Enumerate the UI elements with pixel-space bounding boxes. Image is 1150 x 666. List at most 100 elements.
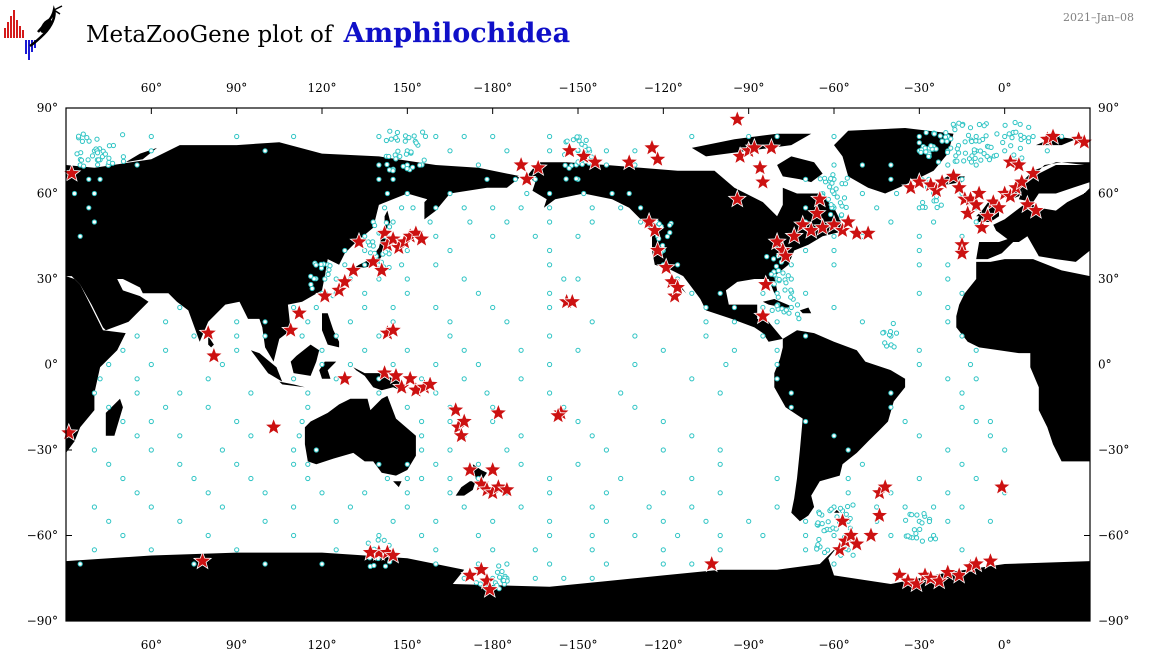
sample-station (547, 532, 553, 539)
sample-station (828, 176, 834, 182)
sample-station (575, 418, 581, 425)
sample-station (262, 148, 268, 154)
sample-station (305, 319, 311, 325)
sample-station (547, 561, 553, 567)
sample-station (575, 276, 581, 282)
sample-station (390, 219, 396, 225)
sample-station (959, 290, 965, 296)
bottom-tick-label: 0° (998, 638, 1012, 652)
sample-station (399, 205, 405, 211)
detections (59, 109, 1094, 598)
sample-station (1009, 135, 1015, 141)
sample-station (945, 518, 951, 524)
sample-station (518, 461, 524, 467)
sample-station (234, 319, 240, 325)
top-tick-label: −30° (904, 81, 935, 95)
sample-station (447, 490, 453, 496)
top-tick-label: −60° (818, 81, 849, 95)
sample-station (887, 329, 894, 335)
sample-station (120, 532, 126, 539)
sample-station (935, 159, 942, 165)
sample-station (461, 376, 467, 382)
sample-station (191, 475, 197, 482)
sample-station (803, 290, 809, 296)
detection-star (488, 476, 508, 496)
sample-station (484, 390, 490, 396)
bottom-tick-label: −120° (644, 638, 683, 652)
detection-star (858, 223, 878, 242)
sample-station (447, 333, 453, 339)
sample-station (1012, 119, 1018, 126)
sample-station (262, 518, 268, 524)
sample-station (296, 433, 302, 439)
sample-station (97, 376, 103, 382)
sample-station (890, 320, 896, 327)
sample-station (400, 163, 406, 169)
left-tick-label: −60° (27, 529, 58, 543)
detection-star (454, 411, 474, 430)
sample-station (134, 333, 140, 339)
sample-station (382, 205, 388, 211)
sample-station (803, 418, 809, 425)
sample-station (461, 205, 467, 211)
sample-station (447, 190, 453, 197)
sample-station (794, 311, 801, 317)
sample-station (177, 433, 183, 439)
sample-station (327, 263, 333, 269)
detection-star (909, 171, 929, 191)
detection-star (776, 246, 796, 265)
sample-station (504, 219, 510, 225)
sample-station (618, 475, 624, 482)
sample-station (717, 461, 723, 467)
sample-station (902, 418, 908, 425)
sample-station (362, 247, 368, 254)
sample-station (589, 433, 595, 439)
sample-station (825, 519, 831, 525)
sample-station (891, 344, 897, 350)
sample-station (920, 199, 926, 206)
sample-station (262, 561, 268, 567)
sample-station (362, 490, 368, 496)
sample-station (815, 542, 821, 548)
sample-station (859, 319, 866, 325)
sample-station (1030, 133, 1036, 140)
sample-station (775, 294, 781, 300)
sample-station (1026, 124, 1032, 130)
detection-star (1074, 132, 1094, 151)
sample-station (148, 418, 154, 425)
sample-station (972, 155, 978, 161)
sample-station (667, 222, 673, 228)
sample-station (953, 153, 959, 159)
sample-station (959, 404, 965, 410)
detection-star (969, 183, 989, 202)
sample-station (831, 304, 837, 311)
sample-station (524, 190, 530, 197)
sample-station (785, 273, 791, 279)
sample-station (376, 276, 382, 282)
sample-station (102, 151, 109, 157)
sample-station (788, 304, 794, 311)
sample-station (888, 532, 894, 539)
sample-station (177, 518, 183, 524)
sample-station (981, 151, 987, 157)
sample-station (962, 139, 968, 145)
sample-station (376, 461, 382, 467)
sample-station (794, 302, 801, 308)
sample-station (660, 561, 666, 567)
sample-station (914, 535, 920, 541)
sample-station (319, 361, 325, 368)
sample-station (816, 536, 822, 543)
sample-station (512, 176, 519, 182)
detection-star (374, 362, 395, 382)
sample-station (106, 143, 113, 149)
sample-station (894, 190, 900, 197)
sample-station (814, 546, 820, 552)
sample-station (632, 404, 638, 410)
sample-station (656, 221, 662, 227)
sample-station (384, 475, 390, 482)
detection-star (460, 565, 480, 584)
sample-station (319, 347, 325, 353)
sample-station (646, 504, 652, 510)
